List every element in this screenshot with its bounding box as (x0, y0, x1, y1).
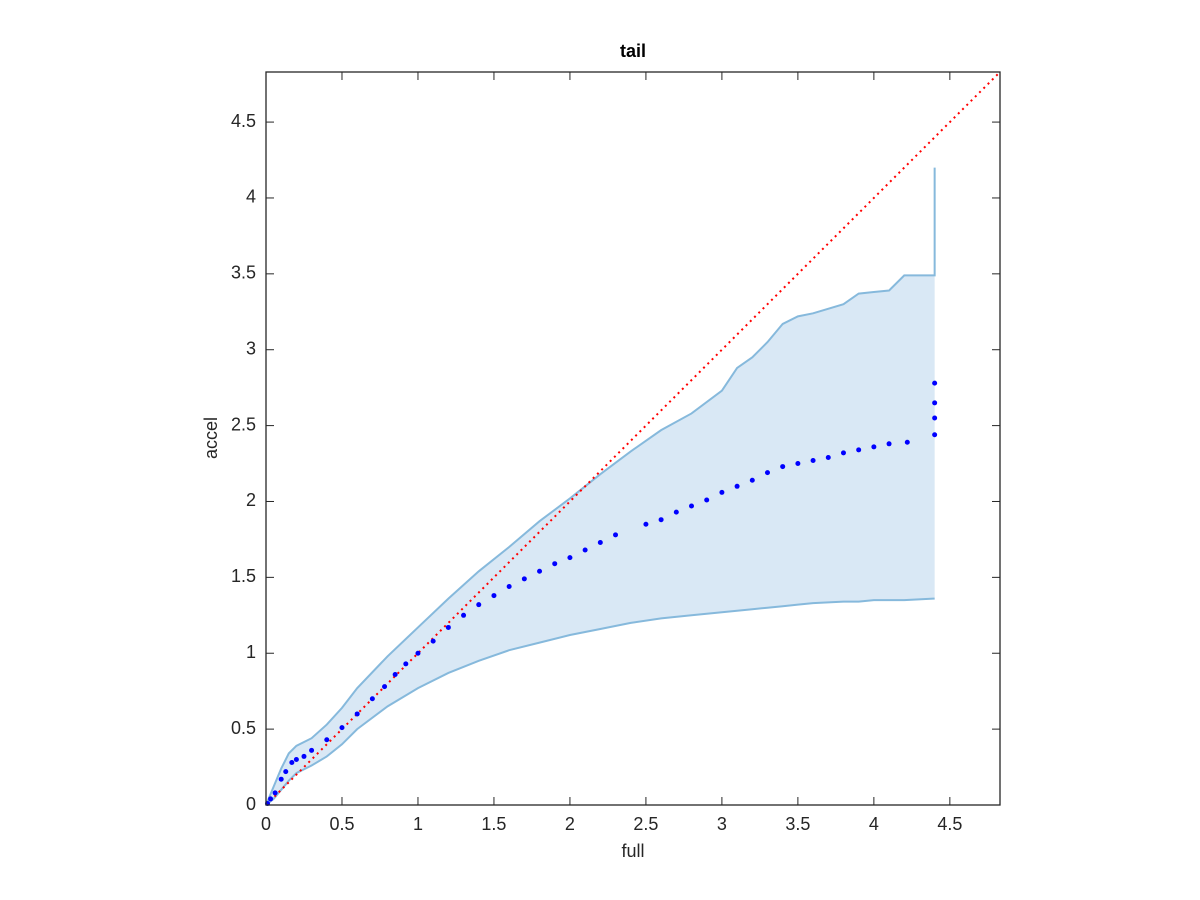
point (403, 661, 409, 667)
point (309, 747, 315, 753)
point (521, 576, 527, 582)
point (932, 380, 938, 386)
point (871, 444, 877, 450)
x-tick-label: 2.5 (633, 814, 658, 834)
point (856, 447, 862, 453)
point (734, 483, 740, 489)
point (293, 756, 299, 762)
point (506, 583, 512, 589)
point (392, 671, 398, 677)
y-tick-label: 4.5 (231, 111, 256, 131)
point (382, 684, 388, 690)
y-tick-label: 2 (246, 490, 256, 510)
point (932, 415, 938, 421)
x-tick-label: 4 (869, 814, 879, 834)
reference-line (265, 71, 1001, 806)
point (268, 796, 274, 802)
y-tick-label: 2.5 (231, 414, 256, 434)
point (339, 725, 345, 731)
x-tick-label: 2 (565, 814, 575, 834)
chart-title: tail (620, 41, 646, 61)
point (537, 568, 543, 574)
point (673, 509, 679, 515)
point (643, 521, 649, 527)
point (369, 696, 375, 702)
point (904, 439, 910, 445)
x-tick-label: 1 (413, 814, 423, 834)
point (289, 760, 295, 766)
point (582, 547, 588, 553)
point (278, 776, 284, 782)
x-tick-label: 4.5 (937, 814, 962, 834)
y-tick-label: 0 (246, 794, 256, 814)
x-tick-label: 3 (717, 814, 727, 834)
point (613, 532, 619, 538)
x-tick-label: 3.5 (785, 814, 810, 834)
x-axis-label: full (621, 841, 644, 861)
y-tick-label: 0.5 (231, 718, 256, 738)
point (272, 790, 278, 796)
band-upper (265, 167, 936, 806)
y-tick-label: 3.5 (231, 263, 256, 283)
point (283, 769, 289, 775)
band-fill (266, 167, 935, 805)
point (689, 503, 695, 509)
point (430, 638, 436, 644)
x-tick-label: 0 (261, 814, 271, 834)
point (780, 464, 786, 470)
axes-box (265, 71, 1001, 806)
point (476, 602, 482, 608)
y-tick-label: 1 (246, 642, 256, 662)
y-tick-label: 3 (246, 338, 256, 358)
point (301, 753, 307, 759)
point (719, 489, 725, 495)
point (886, 441, 892, 447)
point (704, 497, 710, 503)
band-lower (265, 597, 935, 806)
point (825, 454, 831, 460)
point (597, 539, 603, 545)
point (445, 624, 451, 630)
y-tick-label: 1.5 (231, 566, 256, 586)
point (749, 477, 755, 483)
point (795, 461, 801, 467)
point (810, 458, 816, 464)
point (552, 561, 558, 567)
y-axis-label: accel (201, 417, 221, 459)
point (567, 555, 573, 561)
point (764, 470, 770, 476)
point (324, 737, 330, 743)
x-tick-label: 1.5 (481, 814, 506, 834)
point (354, 711, 360, 717)
x-tick-label: 0.5 (329, 814, 354, 834)
point (932, 400, 938, 406)
point (461, 612, 467, 618)
point (658, 517, 664, 523)
point (840, 450, 846, 456)
point (491, 593, 497, 599)
point (932, 432, 938, 438)
y-tick-label: 4 (246, 187, 256, 207)
point (415, 650, 421, 656)
